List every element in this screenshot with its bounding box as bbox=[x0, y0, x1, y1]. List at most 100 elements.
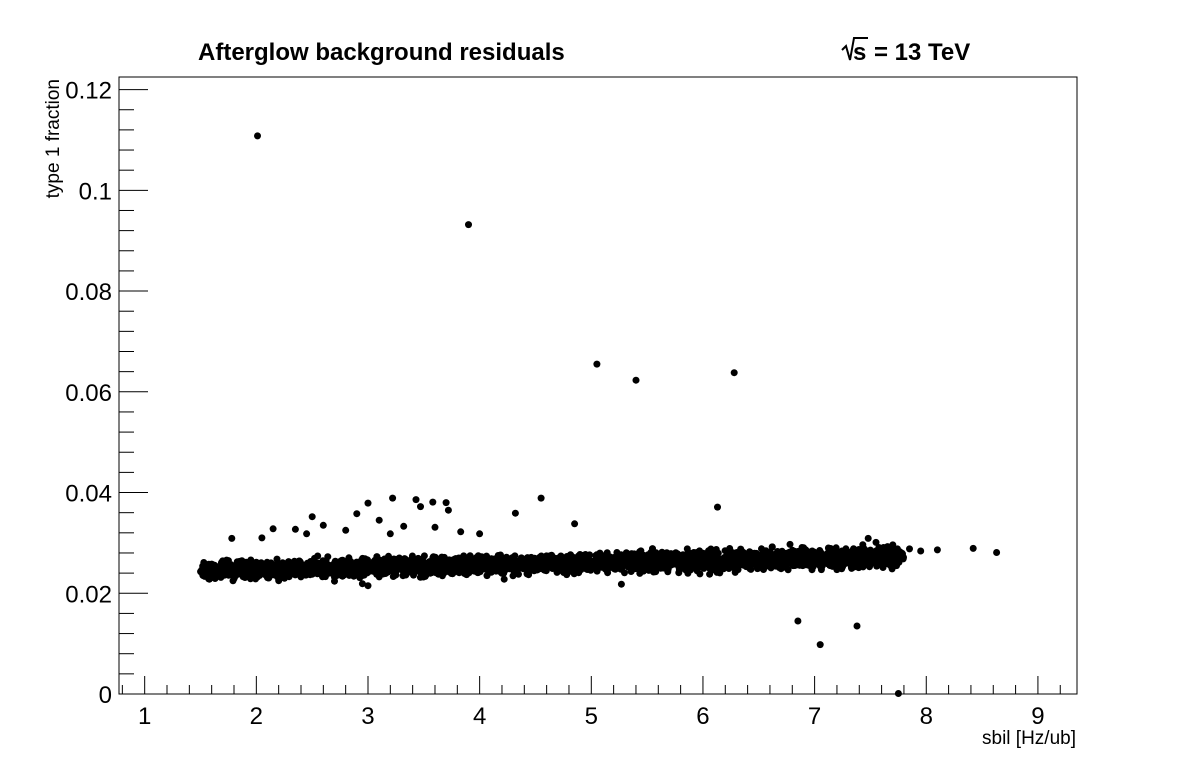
data-point bbox=[457, 528, 465, 536]
data-point bbox=[844, 554, 852, 562]
data-point bbox=[678, 551, 686, 559]
data-point bbox=[654, 555, 662, 562]
data-point bbox=[725, 550, 733, 558]
data-point bbox=[217, 566, 225, 574]
data-point bbox=[784, 560, 792, 567]
data-point bbox=[307, 566, 315, 574]
data-point bbox=[595, 552, 603, 560]
data-point bbox=[617, 580, 625, 588]
data-point bbox=[602, 559, 610, 567]
data-point bbox=[403, 567, 411, 575]
data-point bbox=[203, 566, 211, 574]
data-point bbox=[630, 550, 638, 558]
data-point bbox=[364, 582, 372, 590]
data-point bbox=[478, 564, 485, 572]
x-tick-label: 7 bbox=[808, 703, 821, 730]
data-point bbox=[553, 566, 561, 574]
data-point bbox=[331, 573, 338, 581]
data-point bbox=[400, 522, 408, 530]
data-point bbox=[322, 561, 330, 569]
data-point bbox=[786, 540, 794, 548]
data-point bbox=[658, 548, 666, 556]
data-point bbox=[835, 555, 843, 563]
data-point bbox=[597, 563, 604, 571]
data-point bbox=[454, 564, 462, 572]
data-point bbox=[578, 560, 585, 568]
data-point bbox=[762, 547, 770, 555]
data-point bbox=[675, 569, 683, 577]
data-point bbox=[487, 561, 495, 569]
data-point bbox=[254, 132, 261, 140]
data-point bbox=[632, 376, 640, 384]
data-point bbox=[648, 561, 656, 569]
data-point bbox=[476, 530, 484, 538]
data-point bbox=[730, 369, 738, 377]
data-point bbox=[509, 554, 517, 562]
data-point bbox=[563, 561, 571, 569]
data-point bbox=[713, 551, 721, 559]
data-point bbox=[258, 534, 266, 542]
data-point bbox=[762, 554, 770, 562]
data-point bbox=[575, 569, 583, 577]
data-point bbox=[496, 560, 504, 568]
data-point bbox=[617, 565, 625, 573]
x-tick-label: 8 bbox=[920, 703, 933, 730]
data-point bbox=[664, 565, 672, 573]
data-point bbox=[767, 564, 775, 572]
x-axis-ticks bbox=[121, 676, 1061, 694]
x-axis-tick-labels: 1 2 3 4 5 6 7 8 9 bbox=[138, 703, 1045, 730]
data-point bbox=[273, 555, 281, 563]
data-point bbox=[412, 496, 420, 504]
data-point bbox=[593, 558, 601, 566]
data-point bbox=[826, 558, 834, 566]
data-point bbox=[341, 565, 349, 573]
data-point bbox=[585, 558, 593, 566]
data-point bbox=[408, 567, 416, 575]
data-point bbox=[477, 557, 485, 565]
x-tick-label: 9 bbox=[1031, 703, 1044, 730]
data-point bbox=[532, 559, 539, 567]
data-point bbox=[811, 549, 819, 557]
energy-value: = 13 TeV bbox=[874, 39, 970, 66]
data-point bbox=[855, 559, 863, 567]
data-point bbox=[497, 551, 504, 559]
data-point bbox=[359, 554, 367, 562]
data-point bbox=[336, 561, 344, 569]
data-point bbox=[319, 521, 327, 529]
data-point bbox=[823, 550, 831, 558]
data-point bbox=[275, 565, 282, 572]
data-point bbox=[672, 558, 680, 566]
data-point bbox=[283, 570, 291, 578]
energy-symbol: s bbox=[853, 39, 866, 66]
data-point bbox=[303, 530, 311, 538]
x-axis-label: sbil [Hz/ub] bbox=[982, 728, 1076, 749]
y-axis-tick-labels: 0 0.02 0.04 0.06 0.08 0.1 0.12 bbox=[65, 78, 112, 709]
data-point bbox=[324, 553, 332, 561]
data-point bbox=[228, 564, 236, 572]
data-point bbox=[339, 570, 347, 578]
data-point bbox=[848, 564, 856, 572]
data-point bbox=[539, 558, 547, 566]
data-point bbox=[375, 516, 383, 524]
data-point bbox=[487, 555, 495, 563]
data-point bbox=[593, 360, 601, 368]
data-point bbox=[438, 572, 446, 580]
data-point bbox=[223, 556, 231, 564]
data-point bbox=[793, 548, 801, 556]
chart-title: Afterglow background residuals bbox=[198, 39, 565, 66]
data-point bbox=[364, 563, 372, 571]
y-tick-label: 0.04 bbox=[65, 481, 112, 508]
data-point bbox=[603, 549, 611, 557]
data-point bbox=[666, 556, 673, 564]
data-point bbox=[650, 568, 658, 576]
data-point bbox=[710, 562, 718, 570]
data-point bbox=[933, 546, 941, 554]
data-point bbox=[312, 560, 320, 568]
data-points bbox=[197, 132, 1001, 697]
data-point bbox=[434, 558, 442, 566]
data-point bbox=[296, 562, 304, 570]
x-tick-label: 6 bbox=[696, 703, 709, 730]
data-point bbox=[696, 570, 704, 578]
data-point bbox=[358, 560, 366, 568]
